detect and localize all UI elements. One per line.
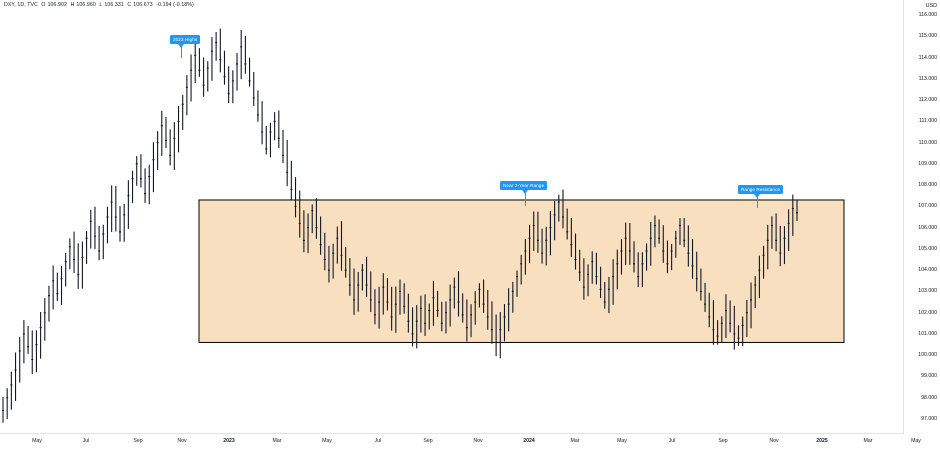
time-tick: Jul [374,438,382,444]
price-tick: 113.000 [918,75,937,82]
time-tick: Mar [570,438,580,444]
time-tick: Nov [177,438,187,444]
price-tick: 110.000 [918,139,937,146]
time-tick: Sep [133,438,143,444]
price-tick: 97.000 [921,416,937,422]
price-tick: 115.000 [918,33,937,40]
legend-open-value: 106.902 [47,2,68,8]
time-tick: Nov [769,438,779,444]
price-tick: 114.000 [918,54,937,61]
time-tick: May [911,438,921,444]
legend-low-label: L [99,2,103,8]
price-tick: 104.000 [918,267,937,274]
legend-close-label: C [127,2,132,8]
time-tick: 2024 [523,438,535,444]
annotation-label: 2022 Highs [173,37,198,42]
price-tick: 99.000 [921,373,937,380]
price-tick: 102.000 [918,309,937,316]
time-tick: May [617,438,627,444]
price-tick: 109.000 [918,160,937,167]
time-tick: Sep [718,438,728,444]
legend-high-label: H [70,2,75,8]
annotation-label: Range Resistance [741,187,781,192]
price-tick: 106.000 [918,224,937,231]
legend-symbol[interactable]: DXY, 1D, TVC [4,2,38,8]
annotation-range-resistance[interactable]: Range Resistance [738,185,784,208]
price-tick: 101.000 [918,330,937,337]
annotation-2022-highs[interactable]: 2022 Highs [170,35,201,58]
legend-high-value: 106.960 [76,2,96,8]
legend-close-value: 106.673 [133,2,153,8]
price-series-svg [2,28,845,423]
symbol-legend: DXY, 1D, TVC O 106.902 H 106.960 L 106.331 … [4,2,196,9]
time-tick: Jul [82,438,90,444]
time-tick: Jul [668,438,676,444]
time-tick: Sep [423,438,433,444]
time-tick: Nov [473,438,483,444]
time-tick: Mar [863,438,873,444]
price-tick: 116.000 [918,12,937,18]
legend-open-label: O [41,2,46,8]
callout-connector [524,190,526,206]
time-tick: Mar [272,438,282,444]
time-axis[interactable]: May Jul Sep Nov 2023 Mar May Jul Sep Nov 2024 Mar Ma… [0,433,921,451]
annotation-label: Near 2-Year Range [503,183,545,188]
plot-area[interactable] [0,0,904,434]
price-tick: 105.000 [918,245,937,252]
legend-change: -0.194 (-0.18%) [156,2,194,8]
time-tick: 2023 [223,438,235,444]
price-tick: 107.000 [918,203,937,210]
legend-low-value: 106.331 [104,2,124,8]
price-tick: 112.000 [918,97,937,104]
price-tick: 108.000 [918,182,937,189]
price-tick: 100.000 [918,352,937,359]
callout-connector [756,194,758,208]
annotation-near-2-year-range[interactable]: Near 2-Year Range [500,181,548,206]
price-tick: 111.000 [919,118,937,125]
price-tick: 98.000 [921,394,937,401]
price-axis[interactable]: USD 116.000 115.000 114.000 113.000 112.000 1… [903,0,940,434]
price-axis-unit: USD [925,3,937,9]
time-tick: May [32,438,42,444]
price-tick: 103.000 [918,288,937,295]
callout-connector [180,44,182,58]
time-tick: 2025 [816,438,828,444]
time-tick: May [322,438,332,444]
candle-series [2,28,798,423]
